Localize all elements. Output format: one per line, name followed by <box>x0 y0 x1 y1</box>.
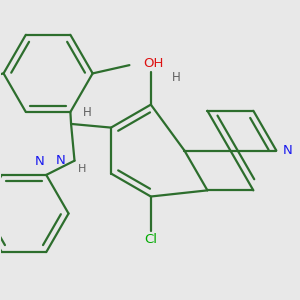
Text: OH: OH <box>143 57 163 70</box>
Text: N: N <box>56 154 66 167</box>
Text: H: H <box>83 106 92 119</box>
Text: H: H <box>78 164 87 174</box>
Text: H: H <box>172 70 181 84</box>
Text: N: N <box>34 154 44 168</box>
Text: N: N <box>283 144 293 157</box>
Text: Cl: Cl <box>144 232 157 245</box>
